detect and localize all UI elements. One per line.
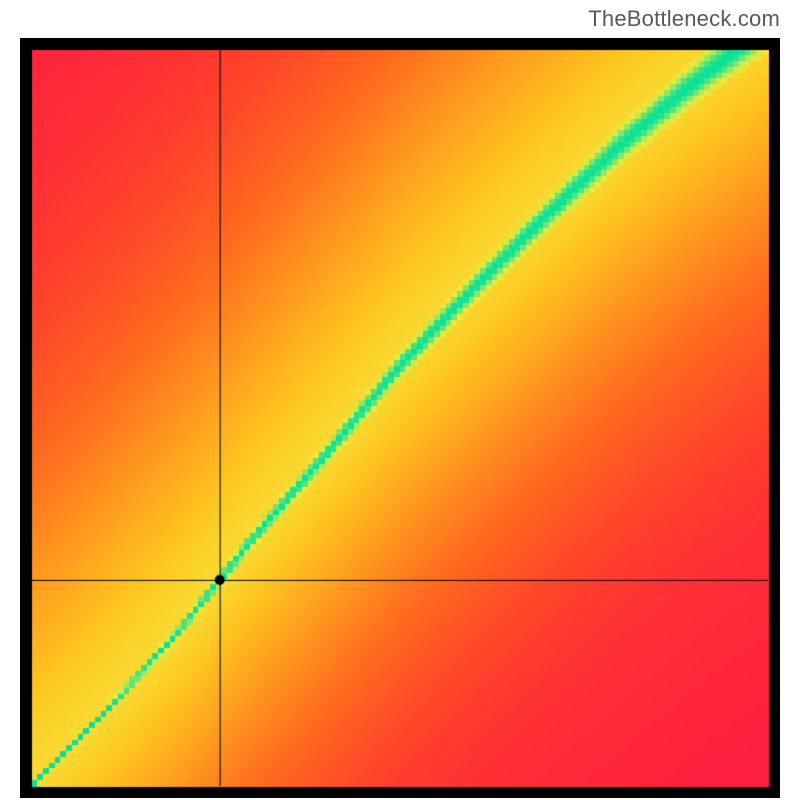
bottleneck-heatmap (20, 38, 780, 798)
attribution-label: TheBottleneck.com (588, 6, 780, 32)
chart-container: TheBottleneck.com (0, 0, 800, 800)
